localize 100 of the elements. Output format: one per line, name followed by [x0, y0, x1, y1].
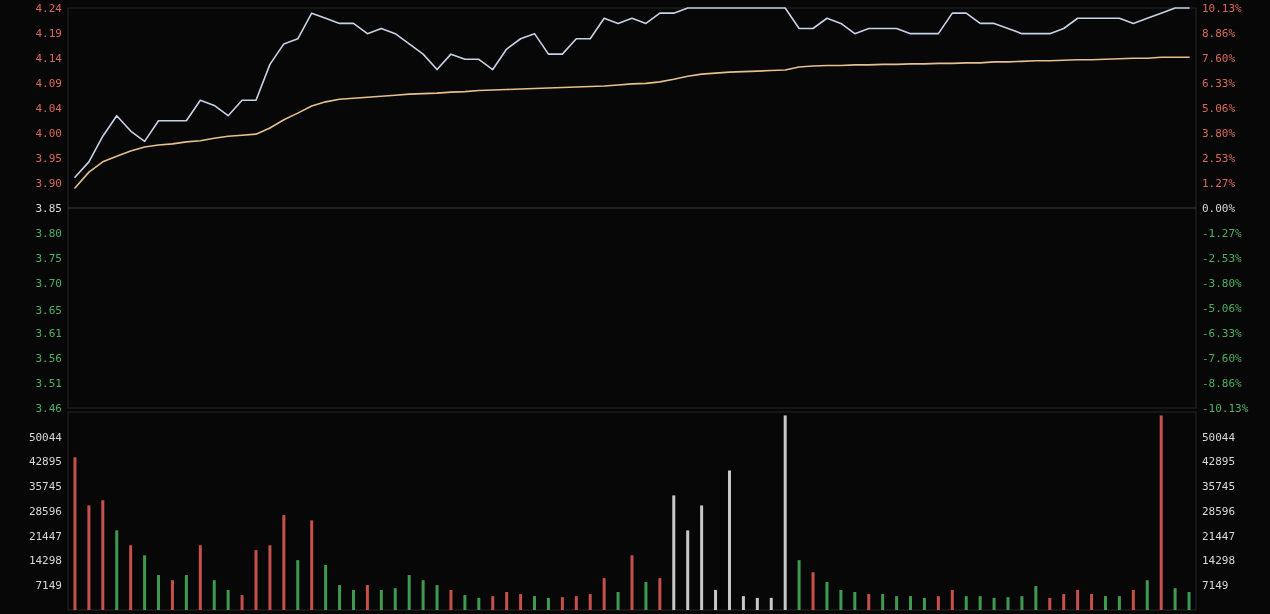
bar	[310, 520, 314, 610]
bar	[964, 596, 968, 610]
bar	[1006, 597, 1010, 610]
bar	[588, 594, 592, 610]
bar	[700, 505, 704, 610]
y2-tick-label: 50044	[1202, 430, 1236, 444]
y-tick-label: 3.70	[35, 276, 62, 290]
bar	[324, 565, 328, 610]
bar	[1076, 589, 1080, 610]
y2-tick-label: 1.27%	[1202, 176, 1236, 190]
bar	[254, 550, 258, 610]
bar	[895, 596, 899, 610]
bar	[978, 596, 982, 610]
bar	[519, 594, 523, 610]
bar	[769, 597, 773, 610]
bar	[157, 575, 161, 610]
bar	[881, 594, 885, 610]
y-tick-label: 4.14	[35, 51, 63, 65]
bar	[87, 505, 91, 610]
bar	[546, 597, 550, 610]
bar	[73, 457, 77, 610]
y2-tick-label: 10.13%	[1202, 1, 1243, 15]
bar	[811, 572, 815, 610]
bar	[867, 594, 871, 610]
bar	[1173, 588, 1177, 610]
bar	[602, 578, 606, 610]
y2-tick-label: -1.27%	[1202, 226, 1243, 240]
bar	[198, 545, 202, 610]
y2-tick-label: -8.86%	[1202, 376, 1243, 390]
bar	[574, 596, 578, 610]
bar	[226, 589, 230, 610]
bar	[282, 515, 286, 610]
bar	[421, 580, 425, 610]
bar	[1145, 580, 1149, 610]
y-tick-label: 28596	[28, 504, 62, 518]
y-tick-label: 35745	[28, 480, 62, 494]
y2-tick-label: 7.60%	[1202, 51, 1236, 65]
bar	[909, 596, 913, 610]
bar	[477, 597, 481, 610]
y-tick-label: 7149	[35, 579, 62, 593]
y-tick-label: 3.46	[35, 401, 62, 415]
bar	[560, 597, 564, 610]
y2-tick-label: -5.06%	[1202, 301, 1243, 315]
bar	[714, 589, 718, 610]
bar	[658, 578, 662, 610]
bar	[115, 530, 119, 610]
y-tick-label: 3.80	[35, 226, 62, 240]
bar	[783, 415, 787, 610]
bar	[950, 589, 954, 610]
bar	[101, 500, 105, 610]
bar	[129, 545, 133, 610]
bar	[644, 581, 648, 610]
bar	[212, 580, 216, 610]
y-tick-label: 3.95	[35, 151, 62, 165]
y2-tick-label: 35745	[1202, 480, 1236, 494]
bar	[296, 560, 300, 610]
y-tick-label: 3.56	[35, 351, 62, 365]
line-series	[74, 56, 1190, 189]
y-tick-label: 3.75	[35, 251, 62, 265]
y-tick-label: 4.19	[35, 26, 62, 40]
y2-tick-label: -7.60%	[1202, 351, 1243, 365]
bar	[449, 589, 453, 610]
bar	[616, 592, 620, 610]
bar	[741, 596, 745, 610]
bar	[268, 545, 272, 610]
bar	[393, 588, 397, 610]
bar	[672, 495, 676, 610]
bar	[1048, 597, 1052, 610]
y2-tick-label: 5.06%	[1202, 101, 1236, 115]
bar	[853, 592, 857, 610]
y-tick-label: 3.85	[35, 201, 62, 215]
y-tick-label: 14298	[28, 554, 62, 568]
bar	[839, 589, 843, 610]
bar	[1090, 594, 1094, 610]
bar	[1062, 594, 1066, 610]
bar	[686, 530, 690, 610]
bar	[463, 595, 467, 610]
bar	[1187, 592, 1191, 610]
bar	[1034, 586, 1038, 610]
y2-tick-label: 0.00%	[1202, 201, 1236, 215]
bar	[365, 585, 369, 610]
y2-tick-label: 14298	[1202, 554, 1236, 568]
bar	[1020, 596, 1024, 610]
bar	[755, 597, 759, 610]
y-tick-label: 3.61	[35, 326, 62, 340]
bar	[825, 581, 829, 610]
y-tick-label: 3.90	[35, 176, 62, 190]
bar	[533, 596, 537, 610]
bar	[240, 595, 244, 610]
bar	[1159, 415, 1163, 610]
bar	[170, 580, 174, 610]
y2-tick-label: 2.53%	[1202, 151, 1236, 165]
y2-tick-label: -10.13%	[1202, 401, 1249, 415]
y-tick-label: 50044	[28, 430, 63, 444]
y2-tick-label: -6.33%	[1202, 326, 1243, 340]
bar	[143, 555, 147, 610]
y2-tick-label: -3.80%	[1202, 276, 1243, 290]
bar	[727, 470, 731, 610]
bar	[797, 560, 801, 610]
y2-tick-label: 42895	[1202, 455, 1236, 469]
